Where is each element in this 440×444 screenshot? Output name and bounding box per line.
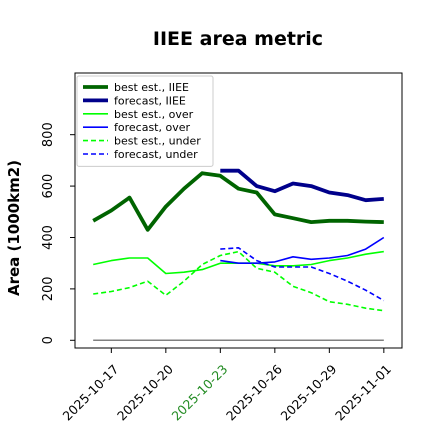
series-line-forecast-under (220, 247, 385, 302)
legend-label: best est., IIEE (114, 81, 189, 94)
legend-box (76, 75, 214, 167)
x-tick-label: 2025-10-17 (59, 362, 121, 424)
x-tick-label: 2025-10-23 (168, 362, 230, 424)
x-tick-label: 2025-10-26 (223, 361, 285, 423)
y-tick-label: 400 (41, 225, 56, 250)
series-line-best-est-iiee (92, 171, 384, 232)
x-tick-label: 2025-10-29 (277, 361, 339, 423)
x-tick-label: 2025-11-01 (332, 362, 394, 424)
legend-label: forecast, under (114, 148, 198, 161)
series-line-forecast-iiee (220, 168, 384, 203)
y-tick-label: 600 (41, 174, 56, 199)
series-line-forecast-over (220, 236, 385, 265)
series-line-best-est-under (93, 250, 384, 312)
legend-label: best est., under (114, 135, 201, 148)
x-tick-label: 2025-10-20 (114, 361, 176, 423)
y-tick-label: 0 (41, 336, 56, 344)
legend-label: forecast, over (114, 121, 190, 134)
chart-title: IIEE area metric (153, 28, 323, 50)
y-tick-label: 800 (41, 122, 56, 147)
y-axis-label: Area (1000km2) (5, 160, 23, 296)
y-tick-label: 200 (41, 276, 56, 301)
plot-frame (74, 72, 403, 349)
legend-label: forecast, IIEE (114, 94, 186, 107)
legend-label: best est., over (114, 108, 194, 121)
